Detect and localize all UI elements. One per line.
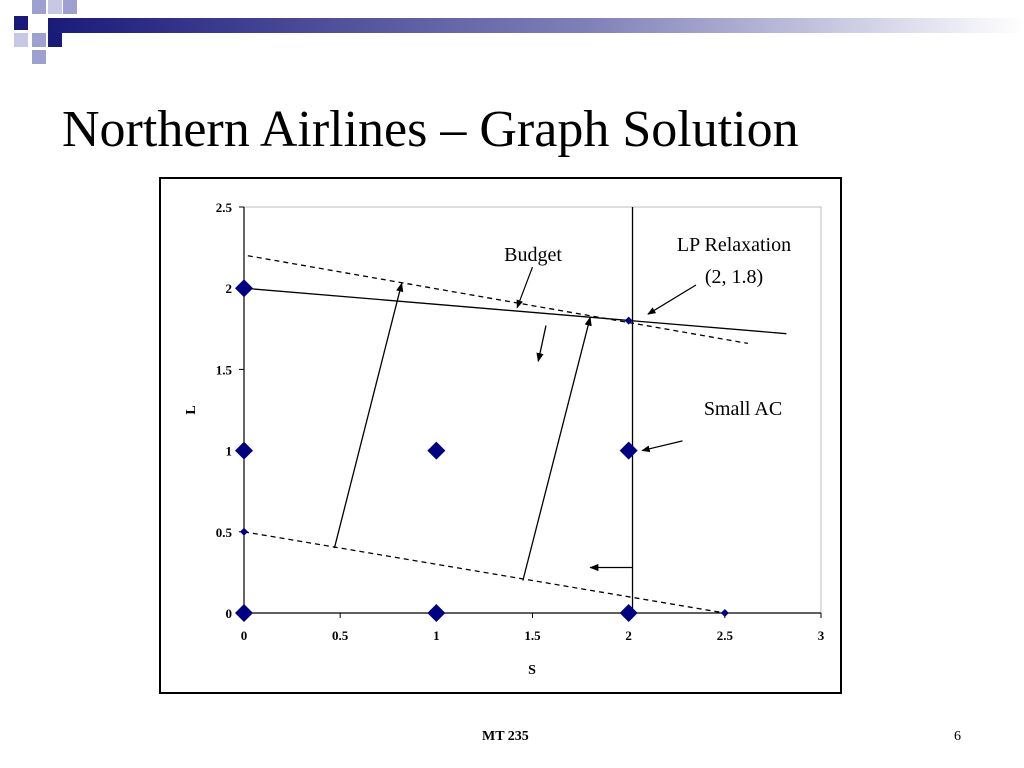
data-point	[619, 441, 638, 460]
data-point	[720, 609, 729, 617]
annotation-pointer	[516, 266, 534, 309]
annotation-label: Budget	[504, 244, 562, 266]
data-point	[427, 604, 446, 622]
header-square	[63, 0, 77, 14]
data-point	[619, 604, 638, 622]
data-point	[427, 441, 446, 460]
y-tick-label: 1.5	[216, 362, 233, 377]
header-square	[48, 0, 62, 14]
annotations: Budget LP Relaxation (2, 1.8) Small AC	[504, 234, 791, 453]
x-tick-label: 2.5	[717, 628, 734, 643]
y-tick-label: 2.5	[216, 200, 233, 215]
chart: 0 0.5 1 1.5 2 2.5 3 0 0.5 1 1.5 2 2.5 Budget LP Relax…	[184, 200, 825, 678]
annotation-label: (2, 1.8)	[705, 266, 763, 288]
x-tick-label: 1.5	[524, 628, 541, 643]
x-tick-label: 3	[818, 628, 825, 643]
data-point	[235, 604, 253, 622]
header-gradient-band	[48, 18, 1024, 33]
y-tick-label: 0.5	[216, 525, 233, 540]
chart-frame: 0 0.5 1 1.5 2 2.5 3 0 0.5 1 1.5 2 2.5 Budget LP Relax…	[159, 177, 842, 694]
constraint-lines	[243, 207, 787, 614]
x-tick-label: 0	[241, 628, 248, 643]
header-square	[14, 33, 28, 47]
y-axis-title: L	[184, 405, 199, 414]
x-tick-label: 2	[625, 628, 632, 643]
header-decoration	[14, 0, 1024, 64]
y-tick-label: 2	[226, 281, 233, 296]
data-point	[235, 279, 253, 298]
footer-text: MT 235	[482, 729, 529, 744]
page-number: 6	[954, 729, 961, 744]
header-square	[48, 33, 62, 47]
x-axis-title: S	[528, 663, 536, 678]
data-point	[240, 527, 248, 536]
annotation-label: LP Relaxation	[677, 234, 791, 256]
solid-line	[243, 287, 787, 335]
tick-labels: 0 0.5 1 1.5 2 2.5 3 0 0.5 1 1.5 2 2.5	[216, 200, 825, 643]
data-points	[235, 279, 729, 622]
x-tick-label: 1	[433, 628, 440, 643]
annotation-pointer	[647, 284, 697, 315]
annotation-pointer	[641, 440, 683, 453]
slide-title: Northern Airlines – Graph Solution	[62, 101, 799, 158]
direction-arrow	[536, 325, 547, 363]
data-point	[235, 441, 253, 460]
dashed-line	[247, 255, 749, 345]
direction-arrows	[333, 282, 633, 581]
header-square	[32, 50, 46, 64]
header-square	[14, 16, 28, 30]
y-tick-label: 0	[226, 606, 233, 621]
header-square	[32, 33, 46, 47]
x-tick-label: 0.5	[332, 628, 349, 643]
dashed-line	[243, 531, 725, 614]
data-point	[624, 316, 633, 325]
annotation-label: Small AC	[704, 398, 782, 420]
header-square	[32, 0, 46, 14]
y-tick-label: 1	[226, 444, 233, 459]
direction-arrow	[333, 282, 404, 549]
direction-arrow	[522, 316, 592, 581]
